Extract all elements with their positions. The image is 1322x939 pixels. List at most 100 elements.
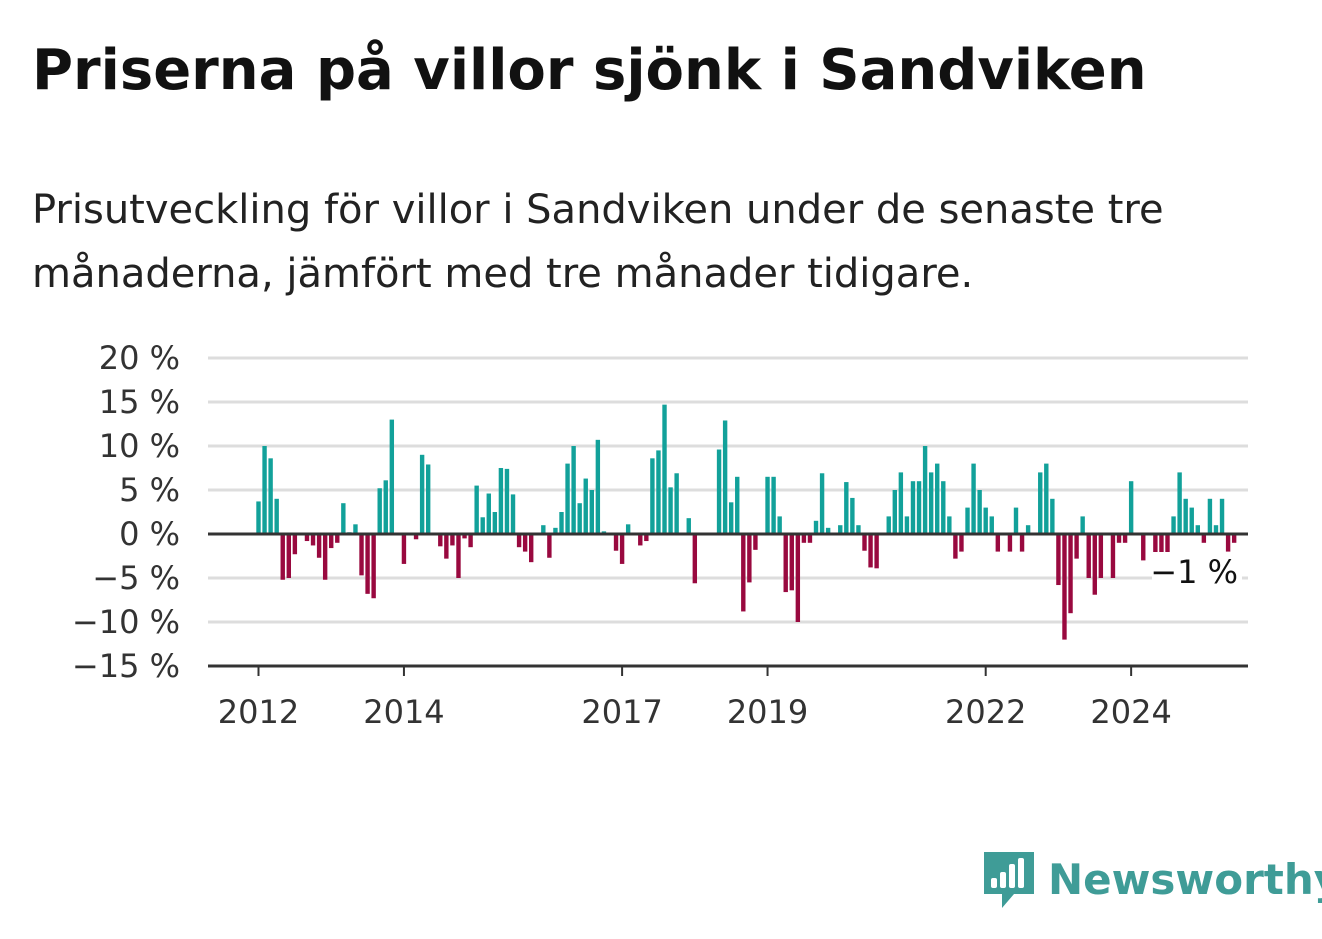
bar <box>1110 534 1116 578</box>
bar <box>547 534 552 558</box>
bar <box>783 534 788 593</box>
bar <box>910 481 916 534</box>
bar <box>438 534 443 547</box>
bar <box>868 534 873 568</box>
bar <box>741 534 746 612</box>
bar <box>656 450 661 534</box>
end-label-background <box>1152 552 1242 592</box>
bar <box>874 534 879 569</box>
bar <box>941 481 946 534</box>
bar <box>1189 507 1194 534</box>
bar <box>510 494 516 534</box>
bar <box>928 472 934 534</box>
bar <box>916 481 922 534</box>
bar <box>953 534 958 559</box>
bar <box>1068 534 1073 614</box>
bar <box>1056 534 1061 586</box>
bar-chart: 20 %15 %10 %5 %0 %−5 %−10 %−15 % 2012 201… <box>72 339 1248 731</box>
bar <box>401 534 407 564</box>
x-tick-label: 2012 <box>218 693 299 731</box>
bar <box>1195 525 1200 534</box>
bar <box>662 404 667 534</box>
bar <box>274 498 279 534</box>
bar <box>892 490 897 534</box>
bar <box>935 463 940 534</box>
y-tick-label: 5 % <box>119 471 180 509</box>
bar <box>335 534 340 543</box>
bar <box>1207 498 1213 534</box>
x-tick-label: 2019 <box>727 693 808 731</box>
bar <box>716 449 722 534</box>
bar <box>1050 498 1055 534</box>
bar <box>498 468 504 534</box>
bar <box>492 512 498 534</box>
bar <box>504 468 510 534</box>
bar <box>262 446 267 534</box>
x-axis-ticks: 2012 2014 2017 2019 2022 2024 <box>218 666 1172 731</box>
bar <box>1201 534 1207 543</box>
bar <box>1007 534 1013 552</box>
bar <box>1231 534 1237 543</box>
bar <box>1019 534 1025 552</box>
bar <box>389 419 395 534</box>
newsworthy-logo: Newsworthy <box>980 848 1322 910</box>
bar <box>638 534 643 546</box>
bar <box>341 503 346 534</box>
bar <box>1177 472 1182 534</box>
bar <box>838 525 843 534</box>
bar <box>728 502 734 534</box>
bar <box>583 478 588 534</box>
bar <box>650 458 655 534</box>
bar <box>516 534 522 548</box>
bar <box>383 480 388 534</box>
bar <box>595 439 601 534</box>
bar <box>971 463 976 534</box>
bars <box>256 404 1237 640</box>
bar <box>904 516 910 534</box>
y-tick-label: −5 % <box>92 559 180 597</box>
bar <box>1074 534 1079 559</box>
bar <box>777 516 782 534</box>
bar <box>1098 534 1104 578</box>
bar <box>886 516 891 534</box>
bar <box>486 493 491 534</box>
bar <box>977 490 982 534</box>
bar <box>1165 534 1170 561</box>
bar <box>468 534 473 548</box>
bar <box>1013 507 1019 534</box>
bar <box>856 525 861 534</box>
bar <box>807 534 813 543</box>
y-tick-label: 20 % <box>99 339 180 377</box>
bar <box>1225 534 1231 552</box>
bar <box>577 503 582 534</box>
bar <box>735 476 740 534</box>
x-tick-label: 2024 <box>1090 693 1171 731</box>
bar <box>565 463 570 534</box>
bar <box>522 534 528 552</box>
bar <box>1128 481 1134 534</box>
bar <box>722 420 728 534</box>
bar <box>1062 534 1067 640</box>
bar <box>862 534 867 551</box>
bar <box>644 534 649 542</box>
bar <box>771 476 776 534</box>
bar <box>1038 472 1043 534</box>
bar <box>995 534 1001 552</box>
x-tick-label: 2017 <box>581 693 662 731</box>
brand-name: Newsworthy <box>1048 854 1322 904</box>
bar <box>304 534 310 542</box>
bar <box>286 534 291 578</box>
bar <box>959 534 964 552</box>
y-tick-label: −15 % <box>72 647 180 685</box>
bar <box>825 527 831 534</box>
bar <box>625 524 631 534</box>
y-tick-label: 0 % <box>119 515 180 553</box>
bar <box>898 472 904 534</box>
bar <box>1086 534 1091 578</box>
bar <box>947 516 952 534</box>
bar <box>541 525 546 534</box>
bar <box>559 512 564 534</box>
bar <box>310 534 316 546</box>
bar <box>795 534 801 622</box>
y-tick-label: 10 % <box>99 427 180 465</box>
